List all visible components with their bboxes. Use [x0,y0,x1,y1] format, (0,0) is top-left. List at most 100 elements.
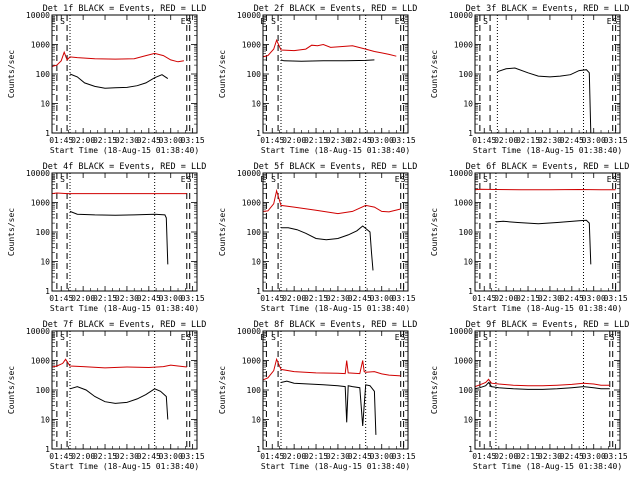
y-tick-label: 1000 [31,199,50,208]
chart-title: Det 6f BLACK = Events, RED = LLD [466,162,630,172]
x-axis-label: Start Time (18-Aug-15 01:38:40) [473,304,622,313]
events-series-line [280,59,375,62]
y-tick-label: 1 [45,445,50,454]
marker-e-label: E [181,175,186,184]
x-tick-label: 03:00 [370,136,394,145]
y-tick-label: 100 [459,228,474,237]
y-tick-label: 100 [247,386,262,395]
y-tick-label: 1000 [454,357,473,366]
x-tick-label: 02:45 [137,452,161,461]
x-tick-label: 02:00 [282,136,306,145]
y-tick-label: 1000 [454,199,473,208]
marker-e-label: E [607,17,612,26]
x-tick-label: 02:30 [326,294,350,303]
plot-frame [51,172,198,292]
panel-4: Det 4f BLACK = Events, RED = LLD Counts/s… [7,162,206,313]
x-tick-label: 01:45 [472,452,496,461]
marker-s-label: S [483,175,488,184]
panel-2: Det 2f BLACK = Events, RED = LLD Counts/s… [218,4,417,155]
x-tick-label: 02:00 [494,136,518,145]
y-axis-label: Counts/sec [218,208,227,256]
marker-s-label: S [187,17,192,26]
y-axis-label: Counts/sec [7,208,16,256]
x-axis-label: Start Time (18-Aug-15 01:38:40) [261,304,410,313]
lld-series-line [51,50,184,67]
plot-frame [474,330,621,450]
y-tick-label: 10 [40,100,50,109]
marker-e-label: E [474,333,479,342]
panel-1: Det 1f BLACK = Events, RED = LLD Counts/s… [7,4,206,155]
x-axis-label: Start Time (18-Aug-15 01:38:40) [261,462,410,471]
x-tick-label: 03:15 [604,136,628,145]
x-tick-label: 03:15 [392,136,416,145]
y-tick-label: 1 [256,129,261,138]
x-tick-label: 02:15 [304,136,328,145]
y-tick-label: 10000 [237,327,261,336]
x-tick-label: 03:00 [159,294,183,303]
marker-e-label: E [474,17,479,26]
x-tick-label: 02:00 [71,452,95,461]
y-axis-label: Counts/sec [218,50,227,98]
chart-title: Det 9f BLACK = Events, RED = LLD [466,320,630,330]
x-tick-label: 02:15 [304,452,328,461]
y-tick-label: 1000 [31,41,50,50]
plot-frame [262,330,409,450]
y-tick-label: 10 [463,258,473,267]
y-axis-label: Counts/sec [430,50,439,98]
marker-s-label: S [60,175,65,184]
lld-series-line [262,38,397,58]
panel-7: Det 7f BLACK = Events, RED = LLD Counts/s… [7,320,206,471]
x-tick-label: 03:00 [159,452,183,461]
y-tick-label: 1000 [242,41,261,50]
x-tick-label: 02:30 [538,294,562,303]
x-tick-label: 02:15 [516,136,540,145]
x-tick-label: 02:15 [93,136,117,145]
lld-series-line [474,188,616,191]
x-tick-label: 01:45 [49,136,73,145]
y-tick-label: 10000 [26,169,50,178]
marker-e-label: E [395,175,400,184]
panel-8: Det 8f BLACK = Events, RED = LLD Counts/s… [218,320,417,471]
plot-frame [262,172,409,292]
x-tick-label: 03:15 [392,294,416,303]
marker-e-label: E [395,17,400,26]
marker-s-label: S [483,17,488,26]
y-tick-label: 1000 [454,41,473,50]
x-tick-label: 02:15 [93,452,117,461]
x-tick-label: 03:00 [159,136,183,145]
x-tick-label: 02:45 [137,136,161,145]
x-tick-label: 03:15 [392,452,416,461]
marker-e-label: E [474,175,479,184]
y-tick-label: 10000 [26,11,50,20]
x-tick-label: 01:45 [260,136,284,145]
events-series-line [281,225,374,271]
plot-frame [474,172,621,292]
x-tick-label: 02:00 [71,294,95,303]
x-tick-label: 02:00 [282,294,306,303]
y-tick-label: 10 [463,100,473,109]
marker-e-label: E [607,175,612,184]
x-tick-label: 01:45 [49,452,73,461]
x-axis-label: Start Time (18-Aug-15 01:38:40) [50,304,199,313]
x-tick-label: 03:00 [582,452,606,461]
x-tick-label: 02:45 [560,136,584,145]
events-series-line [69,73,169,89]
x-axis-label: Start Time (18-Aug-15 01:38:40) [473,146,622,155]
marker-s-label: S [613,175,618,184]
x-tick-label: 02:00 [494,452,518,461]
marker-s-label: S [610,333,615,342]
marker-s-label: S [401,333,406,342]
y-tick-label: 10000 [26,327,50,336]
events-series-line [69,386,169,420]
y-tick-label: 100 [459,70,474,79]
y-tick-label: 10000 [237,11,261,20]
marker-e-label: E [604,333,609,342]
x-tick-label: 02:30 [326,136,350,145]
x-tick-label: 01:45 [260,452,284,461]
y-tick-label: 10000 [449,327,473,336]
y-axis-label: Counts/sec [218,366,227,414]
panel-5: Det 5f BLACK = Events, RED = LLD Counts/s… [218,162,417,313]
marker-s-label: S [60,17,65,26]
x-tick-label: 02:30 [538,452,562,461]
events-series-line [495,219,592,265]
